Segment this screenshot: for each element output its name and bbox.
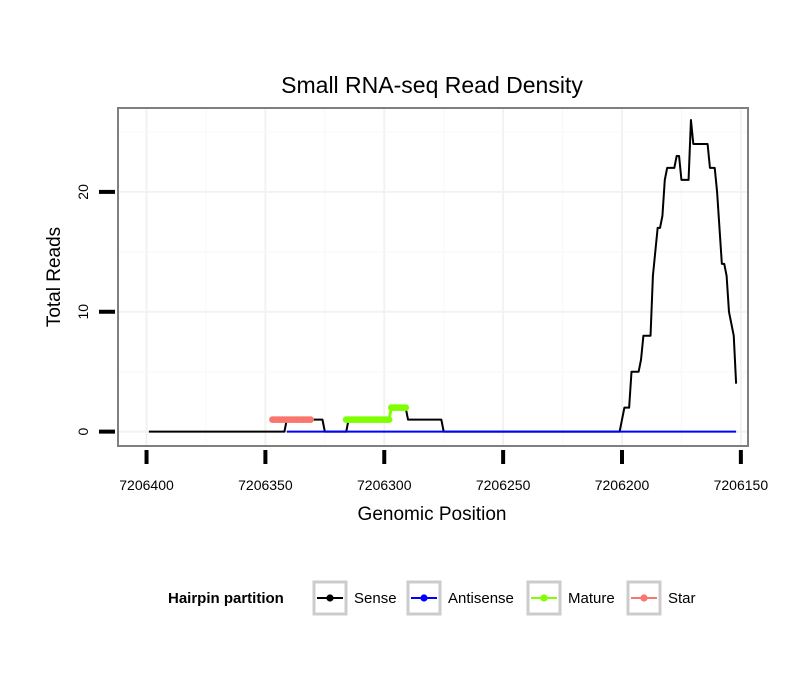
x-tick-label: 7206200 — [595, 477, 650, 493]
data-point-mature — [402, 404, 410, 412]
legend-item-antisense: Antisense — [406, 580, 514, 616]
y-axis-title: Total Reads — [44, 227, 65, 327]
legend-key-point — [640, 594, 648, 602]
series-mature — [342, 404, 410, 424]
y-tick-label: 0 — [75, 428, 91, 436]
legend-key-point — [540, 594, 548, 602]
y-axis: 0 10 20 — [75, 184, 115, 436]
series-layer — [148, 118, 738, 433]
data-point-star — [307, 416, 314, 424]
legend: Hairpin partition Sense Antisense Mature St… — [168, 580, 696, 616]
y-tick-label: 10 — [75, 304, 91, 320]
legend-key-point — [420, 594, 428, 602]
gridlines — [118, 108, 748, 446]
legend-label: Antisense — [448, 590, 514, 607]
y-tick-label: 20 — [75, 184, 91, 200]
legend-title: Hairpin partition — [168, 590, 284, 607]
data-point-mature — [385, 416, 393, 424]
plot-border — [117, 107, 749, 447]
legend-key-point — [326, 594, 334, 602]
plot-area — [117, 107, 749, 447]
legend-item-mature: Mature — [526, 580, 615, 616]
plot-background — [118, 108, 748, 446]
x-tick-label: 7206350 — [238, 477, 293, 493]
legend-label: Mature — [568, 590, 615, 607]
x-tick-label: 7206150 — [714, 477, 769, 493]
x-tick-label: 7206250 — [476, 477, 531, 493]
x-axis: 7206400 7206350 7206300 7206250 7206200 72061… — [119, 450, 768, 493]
chart-title: Small RNA-seq Read Density — [281, 72, 583, 98]
x-axis-title: Genomic Position — [358, 504, 507, 525]
legend-label: Sense — [354, 590, 397, 607]
legend-label: Star — [668, 590, 696, 607]
series-star — [269, 416, 314, 424]
x-tick-label: 7206300 — [357, 477, 412, 493]
x-tick-label: 7206400 — [119, 477, 174, 493]
legend-item-sense: Sense — [312, 580, 397, 616]
legend-item-star: Star — [626, 580, 696, 616]
